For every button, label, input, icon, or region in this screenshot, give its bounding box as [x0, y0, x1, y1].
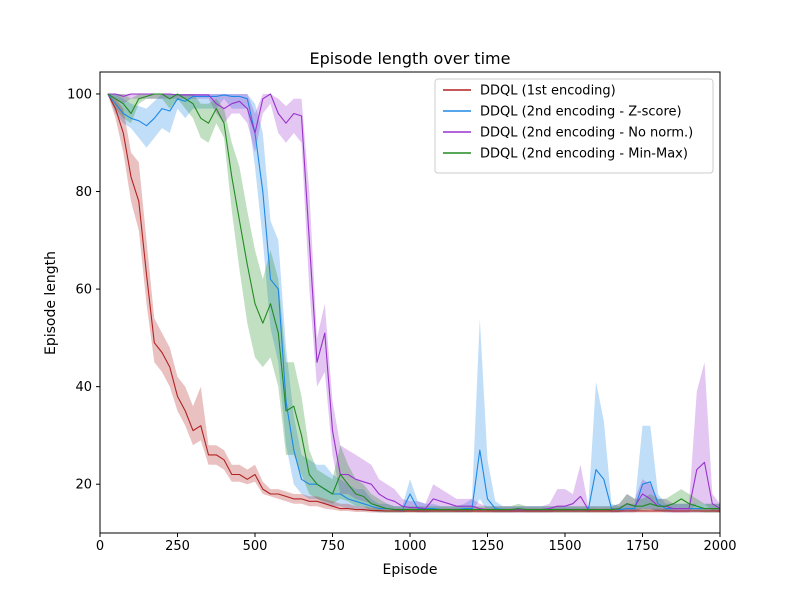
x-tick-label: 0	[96, 539, 104, 554]
x-tick-label: 1250	[471, 539, 504, 554]
y-tick-label: 60	[75, 283, 92, 298]
confidence-band-1	[107, 94, 720, 513]
x-tick-label: 2000	[703, 539, 736, 554]
y-tick-label: 100	[67, 87, 92, 102]
y-tick-label: 20	[75, 478, 92, 493]
legend-label: DDQL (2nd encoding - Min-Max)	[480, 147, 688, 162]
legend-label: DDQL (2nd encoding - Z-score)	[480, 105, 682, 120]
x-axis-label: Episode	[383, 562, 438, 578]
y-tick-label: 80	[75, 185, 92, 200]
x-tick-label: 750	[320, 539, 345, 554]
series-line-0	[107, 93, 720, 512]
y-axis: 20 40 60 80 100	[67, 87, 100, 493]
series-line-3	[107, 93, 720, 511]
confidence-bands	[107, 94, 720, 513]
legend-box	[434, 78, 714, 174]
x-tick-label: 500	[243, 539, 268, 554]
y-axis-label: Episode length	[43, 251, 59, 355]
x-tick-label: 1000	[393, 539, 426, 554]
chart-title: Episode length over time	[310, 49, 511, 68]
x-tick-label: 1750	[626, 539, 659, 554]
legend: DDQL (1st encoding) DDQL (2nd encoding - …	[434, 78, 714, 174]
x-axis: 0 250 500 750 1000 1250 1500 1750 2000	[96, 533, 737, 554]
x-tick-label: 250	[165, 539, 190, 554]
y-tick-label: 40	[75, 380, 92, 395]
series-lines	[107, 93, 720, 512]
x-tick-label: 1500	[548, 539, 581, 554]
legend-label: DDQL (1st encoding)	[480, 84, 616, 99]
legend-label: DDQL (2nd encoding - No norm.)	[480, 126, 693, 141]
